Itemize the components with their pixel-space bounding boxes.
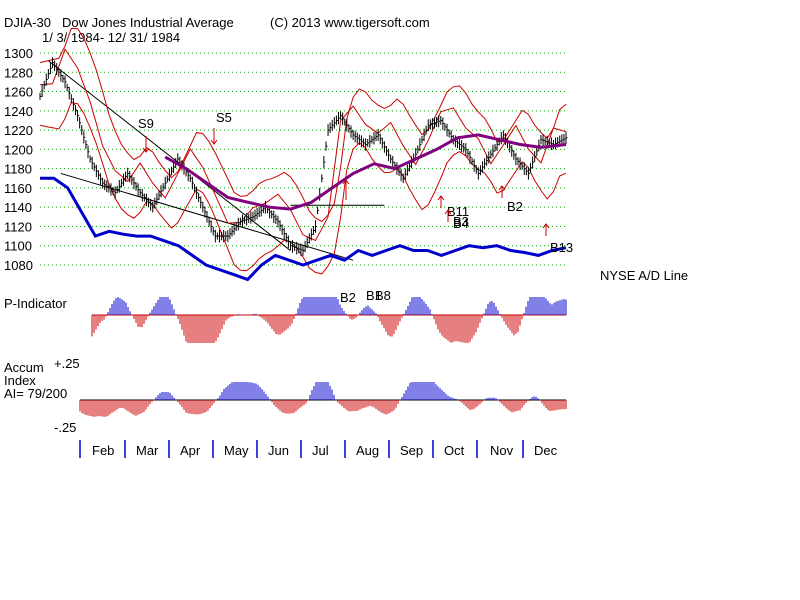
trendlines: [48, 60, 385, 261]
signal-label-s9: S9: [138, 116, 154, 131]
y-tick-label: 1220: [4, 123, 33, 138]
signal-label-b3: B3: [453, 214, 469, 229]
ad-line-label: NYSE A/D Line: [600, 268, 688, 283]
accum-top-tick: +.25: [54, 356, 80, 371]
p-indicator-label: P-Indicator: [4, 296, 68, 311]
month-label: Apr: [180, 443, 201, 458]
month-label: Dec: [534, 443, 558, 458]
y-tick-label: 1180: [4, 162, 32, 177]
signal-arrowhead: [142, 147, 150, 153]
signal-arrowhead: [342, 179, 350, 185]
chart-date-range: 1/ 3/ 1984- 12/ 31/ 1984: [42, 30, 180, 45]
chart-title: Dow Jones Industrial Average: [62, 15, 234, 30]
inner-band: [39, 48, 567, 242]
month-label: Oct: [444, 443, 465, 458]
signal-arrowhead: [210, 139, 218, 145]
signal-arrowhead: [437, 195, 445, 201]
month-label: Feb: [92, 443, 114, 458]
y-tick-label: 1260: [4, 85, 33, 100]
signal-label-s5: S5: [216, 110, 232, 125]
signal-label-b13: B13: [550, 240, 573, 255]
month-label: Sep: [400, 443, 423, 458]
month-label: Jul: [312, 443, 329, 458]
upper-band: [39, 27, 567, 223]
y-tick-label: 1120: [4, 219, 32, 234]
y-tick-label: 1280: [4, 65, 33, 80]
moving-average: [164, 133, 567, 211]
moving-average-line: [164, 133, 567, 211]
chart-copyright: (C) 2013 www.tigersoft.com: [270, 15, 430, 30]
p-indicator-histogram: [91, 297, 567, 343]
signal-arrowhead: [498, 185, 506, 191]
y-tick-label: 1160: [4, 181, 32, 196]
signal-label-b2: B2: [507, 199, 523, 214]
accum-label: Accum: [4, 360, 44, 375]
ad-line-path: [40, 176, 567, 282]
chart-symbol: DJIA-30: [4, 15, 51, 30]
month-label: Jun: [268, 443, 289, 458]
signal-label-b1: B1: [366, 288, 382, 303]
month-label: Nov: [490, 443, 514, 458]
ad-line: [40, 176, 567, 282]
y-tick-label: 1140: [4, 200, 32, 215]
signal-label-b8: B8: [375, 288, 391, 303]
signal-label-b11: B11: [447, 204, 469, 219]
accum-index-label: Index: [4, 373, 36, 388]
y-tick-label: 1080: [4, 258, 33, 273]
month-axis: Feb Mar Apr May Jun Jul Aug Sep Oct Nov Dec: [79, 440, 558, 458]
y-tick-label: 1240: [4, 104, 33, 119]
price-bands: [39, 27, 567, 275]
accum-ai-label: AI= 79/200: [4, 386, 67, 401]
accum-bottom-tick: -.25: [54, 420, 76, 435]
month-label: Aug: [356, 443, 379, 458]
month-label: May: [224, 443, 249, 458]
downtrend-line-upper: [48, 60, 291, 251]
signal-label-b4: B4: [453, 216, 469, 231]
y-tick-label: 1200: [4, 142, 33, 157]
price-y-ticks: 1300 1280 1260 1240 1220 1200 1180 1160 1140 1120…: [4, 46, 33, 273]
month-label: Mar: [136, 443, 159, 458]
y-tick-label: 1100: [4, 239, 32, 254]
y-tick-label: 1300: [4, 46, 33, 61]
signal-arrowhead: [444, 209, 452, 215]
signal-arrowhead: [542, 223, 550, 229]
signal-label-b2: B2: [340, 290, 356, 305]
accum-histogram: [79, 382, 567, 417]
